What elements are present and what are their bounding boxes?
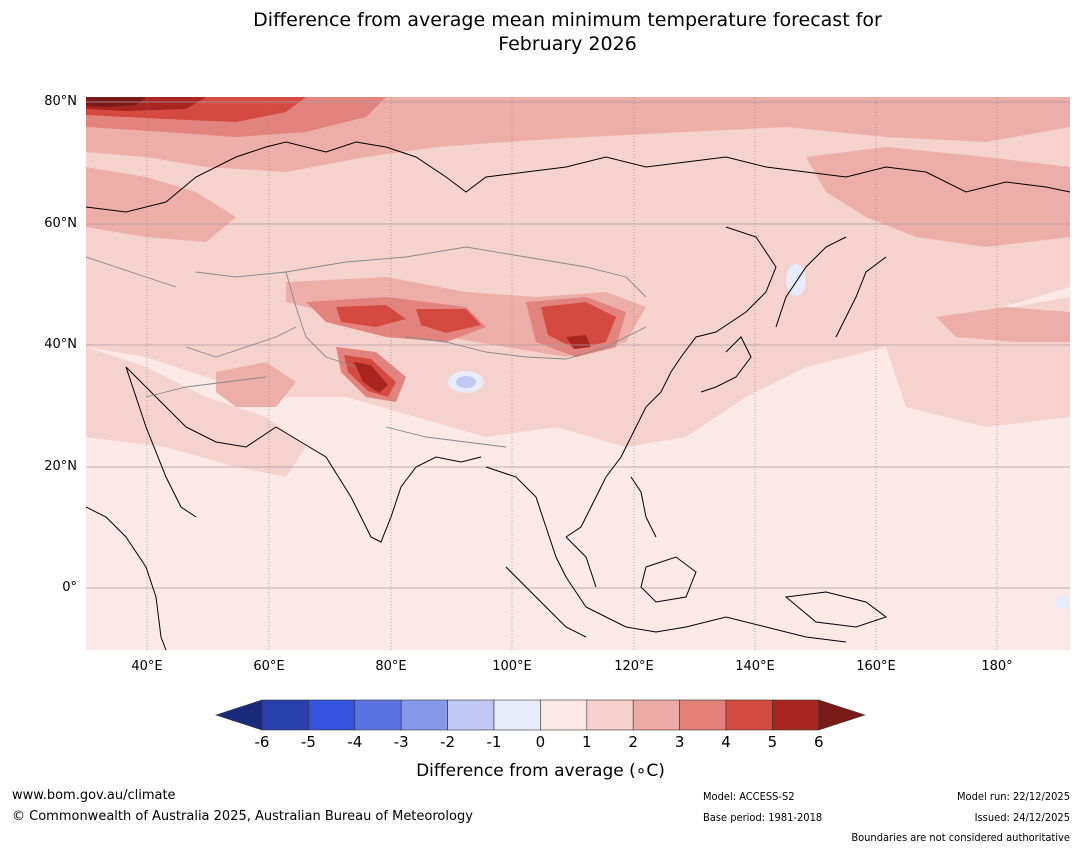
lon-label-40e: 40°E xyxy=(131,659,163,674)
lat-label-80n: 80°N xyxy=(44,94,77,109)
colorbar-segment xyxy=(632,699,680,731)
colorbar-segment xyxy=(725,699,773,731)
lon-label-60e: 60°E xyxy=(253,659,285,674)
colorbar-tick-label: -1 xyxy=(486,733,502,751)
anomaly-zone-2-3-iran xyxy=(216,362,296,407)
colorbar-segment xyxy=(308,699,356,731)
title-line-1: Difference from average mean minimum tem… xyxy=(253,9,882,31)
footer-disclaimer: Boundaries are not considered authoritat… xyxy=(851,831,1070,844)
colorbar-segment xyxy=(447,699,495,731)
forecast-map xyxy=(86,97,1070,650)
lon-label-120e: 120°E xyxy=(614,659,654,674)
colorbar-segment xyxy=(772,699,820,731)
lat-label-60n: 60°N xyxy=(44,216,77,231)
colorbar-tick-label: 1 xyxy=(582,733,592,751)
colorbar-tick-label: -4 xyxy=(347,733,363,751)
footer-website[interactable]: www.bom.gov.au/climate xyxy=(12,788,176,803)
anomaly-zone-2-3-west xyxy=(86,167,236,242)
colorbar-segment-extend-high xyxy=(818,699,866,731)
anomaly-zone-cool-manchuria xyxy=(786,264,806,296)
colorbar-segment xyxy=(400,699,448,731)
colorbar-segment xyxy=(679,699,727,731)
coastlines xyxy=(86,141,1070,650)
lon-label-180: 180° xyxy=(981,659,1013,674)
anomaly-zone-4-5-tibet-north xyxy=(336,305,406,327)
colorbar-tick-label: 0 xyxy=(535,733,546,751)
colorbar-segment xyxy=(540,699,588,731)
footer-copyright: © Commonwealth of Australia 2025, Austra… xyxy=(12,809,473,824)
footer-base-period: Base period: 1981-2018 xyxy=(703,811,823,824)
colorbar-tick-label: -6 xyxy=(254,733,270,751)
colorbar-tick-label: 6 xyxy=(814,733,824,751)
colorbar-tick-label: -5 xyxy=(300,733,316,751)
latitude-lines xyxy=(86,101,1070,589)
colorbar-tick-label: -2 xyxy=(440,733,456,751)
lon-label-80e: 80°E xyxy=(375,659,407,674)
anomaly-zone-2-3-japan xyxy=(936,307,1070,342)
lon-label-100e: 100°E xyxy=(492,659,532,674)
colorbar-tick-label: 2 xyxy=(628,733,638,751)
colorbar-segment-extend-low xyxy=(215,699,263,731)
anomaly-zone-5-6-mongolia xyxy=(566,335,591,349)
graticule xyxy=(146,97,998,650)
colorbar-segment xyxy=(493,699,541,731)
colorbar-label: Difference from average (∘C) xyxy=(416,761,665,781)
footer-issued: Issued: 24/12/2025 xyxy=(974,811,1070,824)
lat-label-40n: 40°N xyxy=(44,337,77,352)
lat-label-20n: 20°N xyxy=(44,459,77,474)
colorbar-tick-label: 4 xyxy=(721,733,731,751)
anomaly-zone-2-3-east xyxy=(806,147,1070,247)
colorbar xyxy=(215,699,866,731)
map-svg xyxy=(86,97,1070,650)
title-line-2: February 2026 xyxy=(498,33,637,55)
colorbar-segment xyxy=(354,699,402,731)
anomaly-zone-4-5-tibet-east xyxy=(416,309,481,333)
footer-model-run: Model run: 22/12/2025 xyxy=(957,790,1070,803)
colorbar-tick-label: -3 xyxy=(393,733,409,751)
colorbar-tick-label: 5 xyxy=(767,733,778,751)
anomaly-zone-cool-pacific xyxy=(1054,595,1070,609)
lon-label-160e: 160°E xyxy=(856,659,896,674)
lat-label-0: 0° xyxy=(62,580,77,595)
colorbar-segment xyxy=(586,699,634,731)
lon-label-140e: 140°E xyxy=(735,659,775,674)
anomaly-zone-5-6-himalaya xyxy=(354,362,388,393)
anomaly-zone-1-2-west xyxy=(86,347,306,477)
footer-model: Model: ACCESS-S2 xyxy=(703,790,795,803)
colorbar-segment xyxy=(261,699,309,731)
anomaly-zone-4-5-mongolia xyxy=(541,302,616,349)
page-title: Difference from average mean minimum tem… xyxy=(0,8,1081,56)
borders xyxy=(86,246,647,448)
colorbar-tick-label: 3 xyxy=(674,733,685,751)
anomaly-zone-cool-tibet-core xyxy=(456,376,476,388)
